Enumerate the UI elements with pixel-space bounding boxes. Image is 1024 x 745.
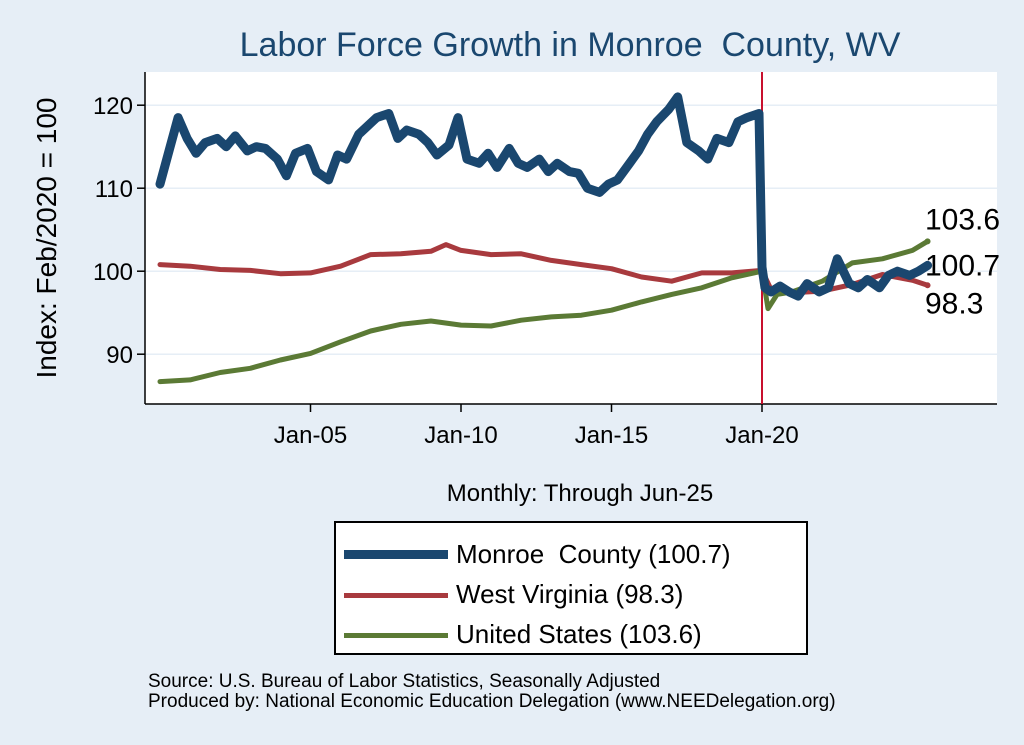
legend-swatch-west-virginia xyxy=(344,593,448,598)
end-labels: 100.7 98.3 103.6 xyxy=(924,203,1000,320)
legend: Monroe County (100.7) West Virginia (98.… xyxy=(334,521,808,655)
source-note: Source: U.S. Bureau of Labor Statistics,… xyxy=(148,672,836,712)
legend-label-west-virginia: West Virginia (98.3) xyxy=(456,579,684,609)
end-value-label: 98.3 xyxy=(925,287,983,320)
legend-item-united-states: United States (103.6) xyxy=(336,615,806,655)
axes xyxy=(144,72,997,405)
legend-swatch-united-states xyxy=(344,633,448,638)
legend-item-monroe: Monroe County (100.7) xyxy=(336,535,806,575)
chart-title: Labor Force Growth in Monroe County, WV xyxy=(239,26,901,64)
x-ticks: Jan-05 Jan-10 Jan-15 Jan-20 xyxy=(274,404,799,449)
x-axis-label: Monthly: Through Jun-25 xyxy=(446,480,714,507)
x-tick-label: Jan-10 xyxy=(424,422,497,449)
x-tick-label: Jan-05 xyxy=(274,422,347,449)
legend-label-monroe: Monroe County (100.7) xyxy=(456,539,731,569)
series-line-monroe-county xyxy=(155,92,933,301)
x-tick-label: Jan-15 xyxy=(575,422,648,449)
y-axis-label: Index: Feb/2020 = 100 xyxy=(31,98,62,379)
source-line: Source: U.S. Bureau of Labor Statistics,… xyxy=(148,671,661,692)
y-ticks: 90 100 110 120 xyxy=(93,93,145,369)
series-group xyxy=(155,92,933,385)
legend-swatch-monroe xyxy=(344,550,448,559)
produced-by-line: Produced by: National Economic Education… xyxy=(148,691,836,712)
y-tick-label: 120 xyxy=(93,93,133,120)
y-tick-label: 110 xyxy=(95,176,133,203)
legend-label-united-states: United States (103.6) xyxy=(456,619,702,649)
end-marker xyxy=(924,262,931,269)
y-tick-label: 90 xyxy=(106,342,133,369)
legend-item-west-virginia: West Virginia (98.3) xyxy=(336,575,806,615)
end-marker xyxy=(924,282,931,289)
x-tick-label: Jan-20 xyxy=(725,422,798,449)
end-value-label: 100.7 xyxy=(925,249,1000,282)
plot-area xyxy=(145,72,997,404)
end-value-label: 103.6 xyxy=(925,203,1000,236)
end-marker xyxy=(924,238,931,245)
y-tick-label: 100 xyxy=(93,259,133,286)
